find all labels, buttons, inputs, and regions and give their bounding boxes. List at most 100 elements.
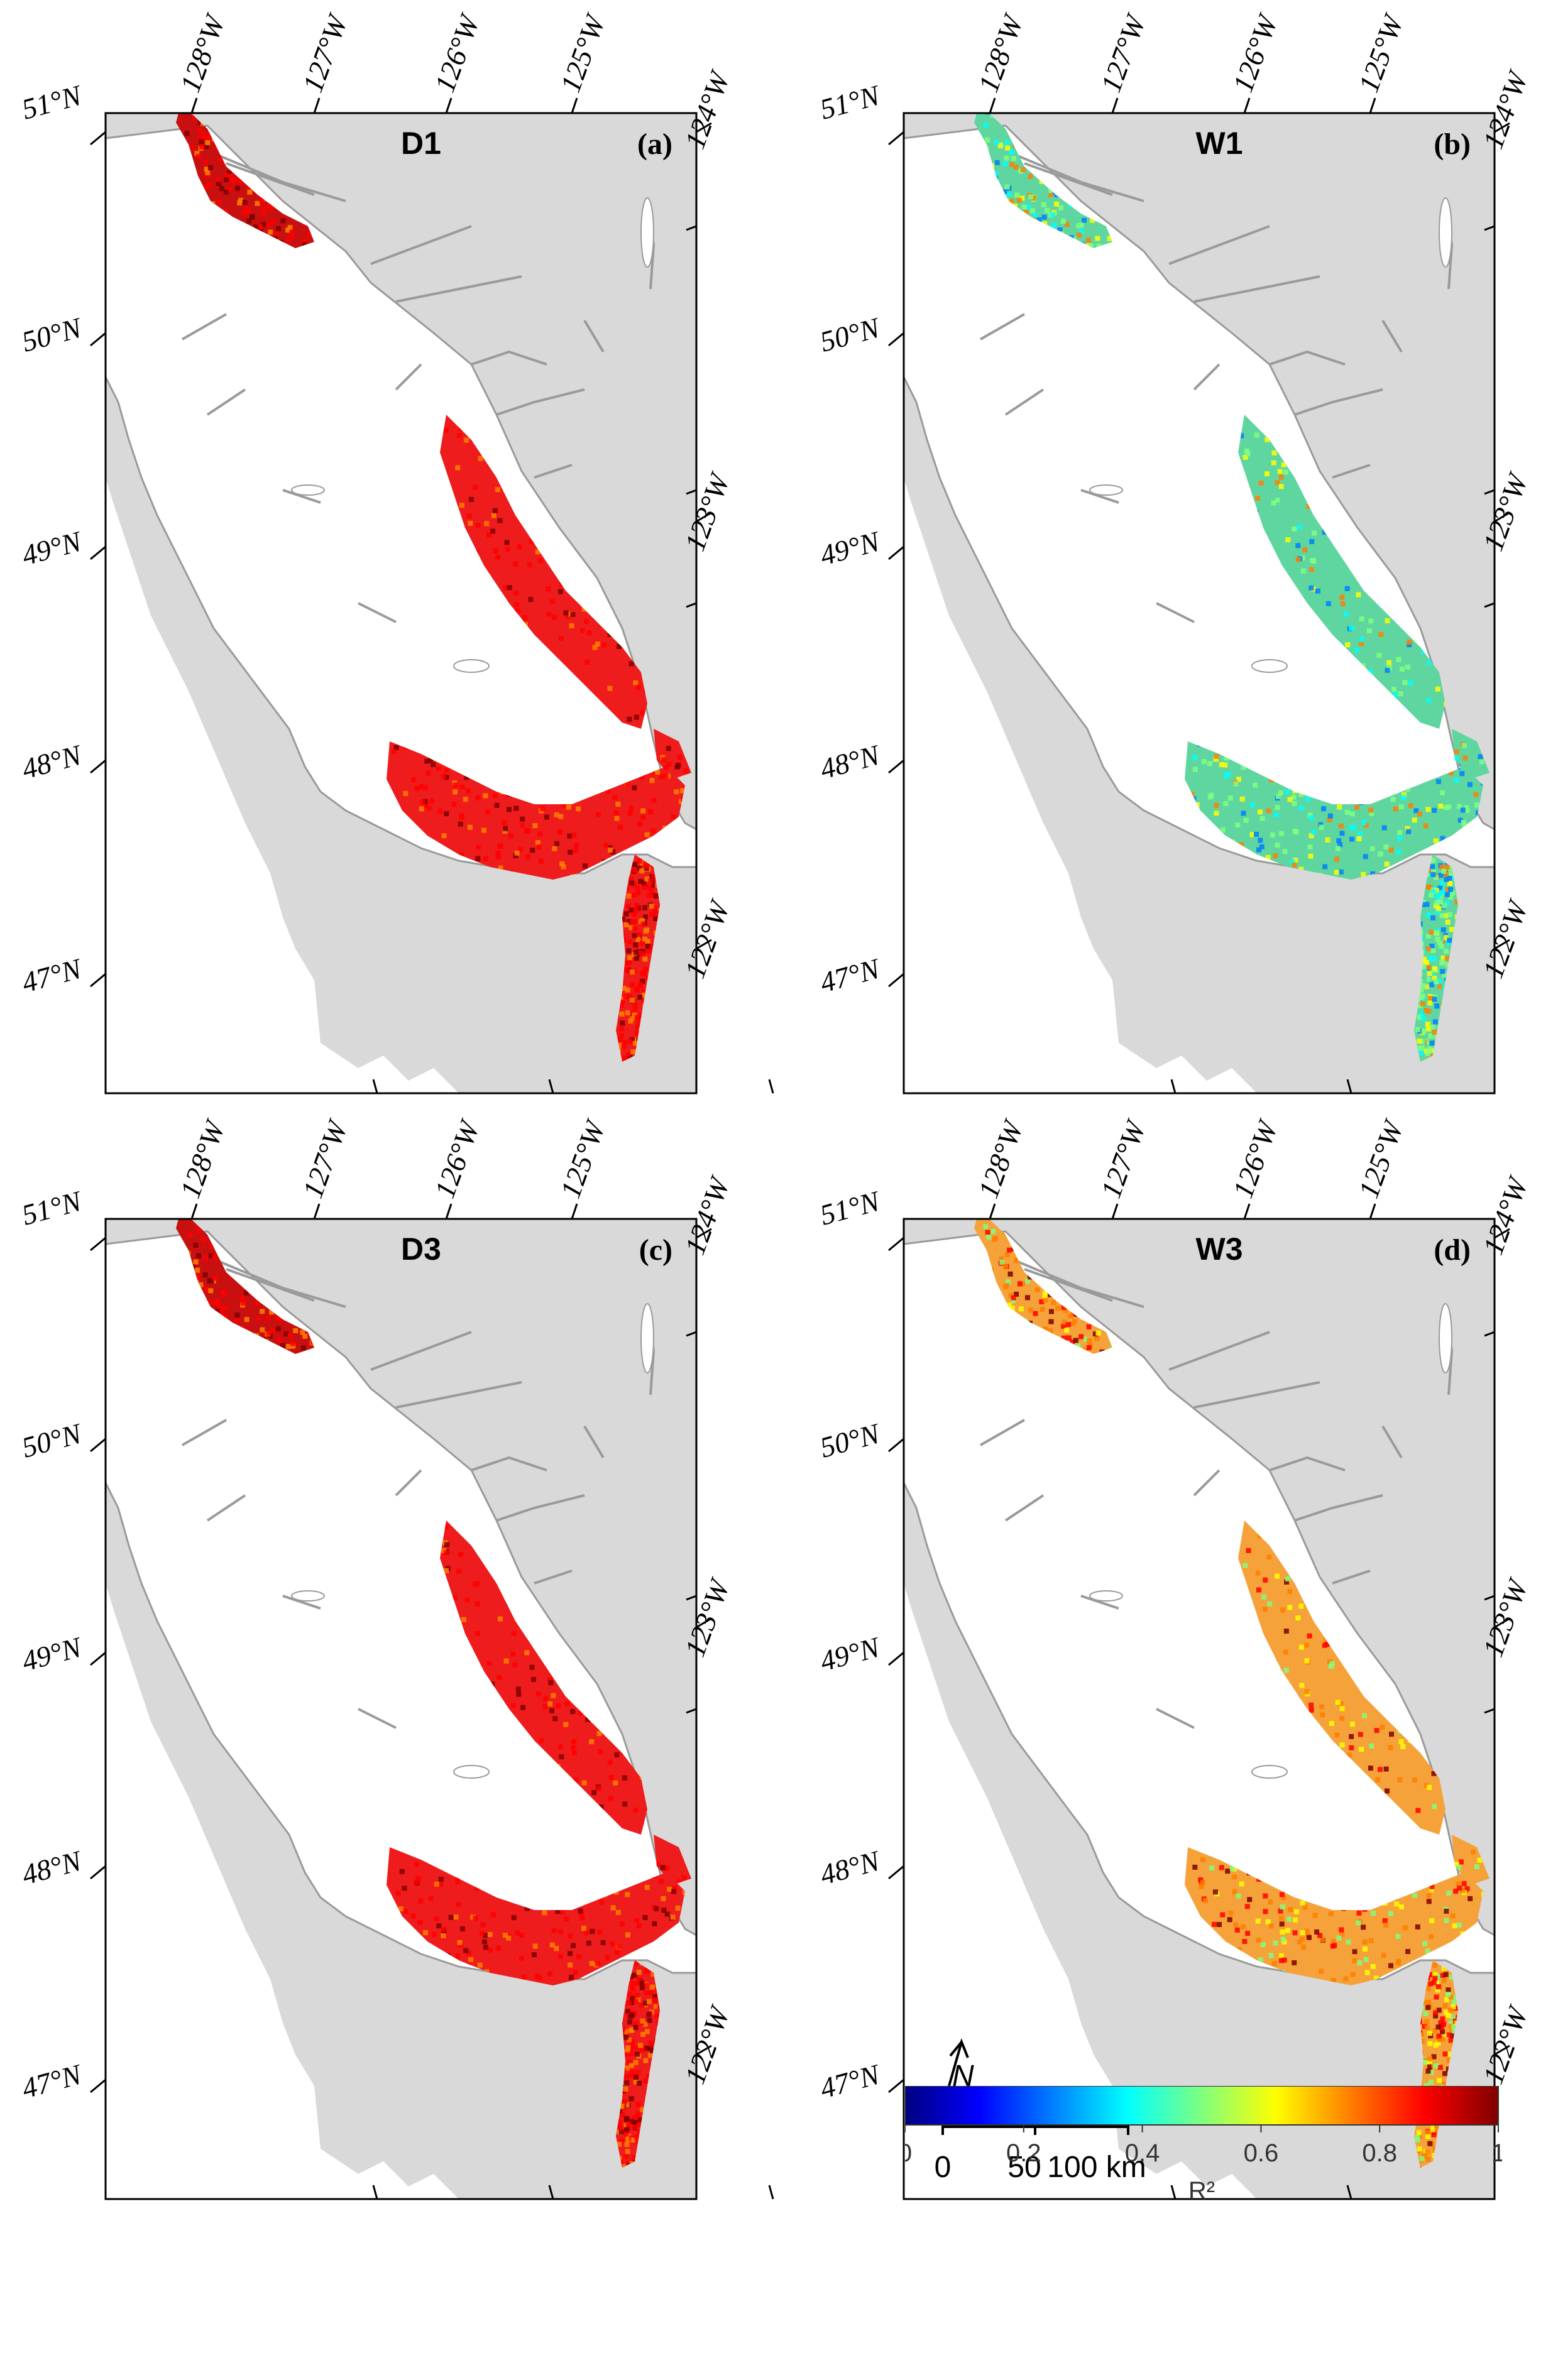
map-svg-c: 128°W 127°W 126°W 125°W124°W123°W122°W51°N5… [19,1144,760,2224]
map-svg-b: 128°W 127°W 126°W 125°W124°W123°W122°W51°N5… [817,38,1558,1118]
lat-label: 47°N [18,2058,85,2104]
panel-tag: (b) [1434,128,1471,161]
lon-tick [1112,98,1117,113]
lon-label: 126°W [428,9,486,96]
lon-label: 125°W [1352,1115,1410,1202]
lon-label: 124°W [678,1171,736,1258]
lon-tick [1370,98,1375,113]
lat-tick [889,974,904,986]
lon-label: 128°W [972,1115,1029,1202]
lat-label: 51°N [18,1184,85,1231]
lat-label: 48°N [816,738,884,785]
lat-tick [91,1866,106,1879]
lat-label: 47°N [816,952,884,998]
colorbar-tick-label: 0 [905,2139,912,2167]
lon-tick [192,1204,197,1219]
lat-tick [91,547,106,559]
map-svg-d: 128°W 127°W 126°W 125°W124°W123°W122°W51°N5… [817,1144,1558,2224]
lat-label: 50°N [816,1417,884,1463]
lake [454,660,489,672]
lat-label: 51°N [18,79,85,125]
lon-label: 128°W [972,9,1029,96]
colorbar-label: R² [1188,2177,1215,2205]
lake [641,1304,654,1373]
colorbar-tick-label: 1 [1491,2139,1502,2167]
lon-label: 125°W [554,9,612,96]
map-panel-b: 128°W 127°W 126°W 125°W 124°W 123°W 122°W 51°N 5… [817,38,1558,1118]
lat-label: 51°N [816,1184,884,1231]
lake [1090,485,1122,495]
lake [641,198,654,267]
lon-label: 128°W [173,1115,231,1202]
colorbar-svg: 0 0.2 0.4 0.6 0.8 1 R² [905,2086,1502,2362]
lat-label: 50°N [18,311,85,358]
lat-tick [889,333,904,346]
panel-title: D3 [401,1231,441,1267]
panel-tag: (a) [637,128,672,161]
lat-tick [91,333,106,346]
lon-label: 126°W [1226,9,1284,96]
lat-tick [91,2080,106,2092]
map-panel-d: 128°W 127°W 126°W 125°W 124°W 123°W 122°W 51°N 5… [817,1144,1558,2224]
lat-tick [889,760,904,773]
lon-tick [990,98,995,113]
lon-tick [446,1204,451,1219]
lon-tick [314,1204,319,1219]
lat-label: 49°N [18,525,85,571]
map-panel-a: 128°W 127°W 126°W 125°W 124°W 123°W 122°W 51°N 5… [19,38,760,1118]
lat-label: 47°N [18,952,85,998]
lat-label: 48°N [816,1844,884,1891]
map-content [904,104,1495,1093]
lat-tick [889,1238,904,1250]
map-content [106,1209,696,2199]
lat-label: 50°N [18,1417,85,1463]
lat-tick [91,1439,106,1451]
lake [292,1591,324,1601]
map-panel-c: 128°W 127°W 126°W 125°W 124°W 123°W 122°W 51°N 5… [19,1144,760,2224]
lat-tick [889,547,904,559]
lat-tick [91,1238,106,1250]
lat-tick [889,1439,904,1451]
lake [1439,198,1452,267]
lon-label: 128°W [173,9,231,96]
lon-tick [1244,1204,1249,1219]
lon-label: 125°W [554,1115,612,1202]
lat-label: 50°N [816,311,884,358]
lake [454,1766,489,1778]
lake [1439,1304,1452,1373]
lat-tick [91,760,106,773]
lon-label: 124°W [1476,1171,1534,1258]
colorbar-tick-label: 0.8 [1362,2139,1397,2167]
lon-tick [446,98,451,113]
map-content [106,104,696,1093]
panel-title: W1 [1196,126,1243,161]
lat-label: 49°N [816,1630,884,1677]
lon-tick [1112,1204,1117,1219]
lon-tick [572,1204,577,1219]
colorbar-tick-label: 0.6 [1244,2139,1279,2167]
map-svg-a: 128°W 127°W 126°W 125°W124°W123°W122°W51°N5… [19,38,760,1118]
colorbar-tick-label: 0.4 [1125,2139,1160,2167]
lat-label: 47°N [816,2058,884,2104]
lon-tick [192,98,197,113]
lake [1252,1766,1287,1778]
lat-label: 49°N [18,1630,85,1677]
lat-tick [889,2080,904,2092]
lon-label: 126°W [428,1115,486,1202]
lon-label: 127°W [296,9,354,96]
colorbar-gradient [905,2086,1498,2125]
lon-tick [1370,1204,1375,1219]
lon-label: 124°W [1476,65,1534,153]
colorbar-tick-label: 0.2 [1006,2139,1041,2167]
panel-tag: (c) [639,1233,672,1267]
lake [1090,1591,1122,1601]
lat-tick [889,1652,904,1665]
lon-label: 125°W [1352,9,1410,96]
lat-label: 48°N [18,1844,85,1891]
lon-tick [990,1204,995,1219]
lon-label: 127°W [1094,9,1152,96]
map-content [904,1209,1495,2199]
lat-tick [91,1652,106,1665]
lon-tick [572,98,577,113]
lat-tick [91,132,106,145]
